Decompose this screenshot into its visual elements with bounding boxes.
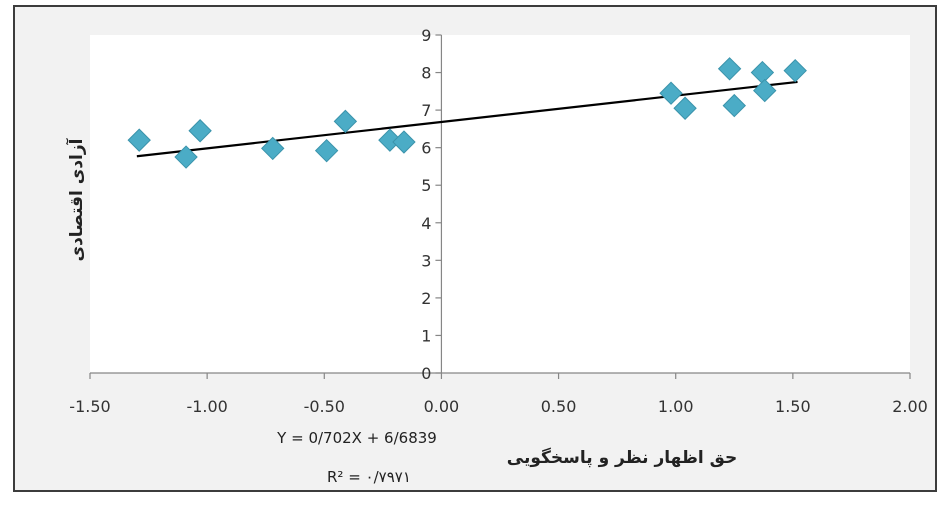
x-axis-title: حق اظهار نظر و پاسخگویی [507, 447, 737, 468]
x-tick-labels: -1.50 -1.00 -0.50 0.00 0.50 1.00 1.50 2.00 [69, 397, 928, 416]
x-tick-label: -0.50 [304, 397, 345, 416]
trendline-group [136, 80, 798, 158]
r-squared-label: R² = ۰/۷۹۷۱ [327, 468, 411, 486]
y-tick-label: 9 [421, 26, 431, 45]
x-tick-label: 2.00 [892, 397, 928, 416]
y-tick-label: 6 [421, 139, 431, 158]
data-point [392, 130, 416, 154]
y-tick-labels: 0 1 2 3 4 5 6 7 8 9 [421, 26, 431, 383]
y-tick-label: 0 [421, 364, 431, 383]
x-tick-label: 0.00 [424, 397, 460, 416]
data-point [314, 138, 339, 163]
x-tick-label: 1.50 [775, 397, 811, 416]
x-tick-label: 1.00 [658, 397, 694, 416]
y-tick-label: 3 [421, 251, 431, 270]
y-tick-label: 1 [421, 326, 431, 345]
y-tick-label: 4 [421, 214, 431, 233]
data-points [127, 57, 807, 169]
data-point [783, 58, 807, 83]
data-point [261, 136, 285, 161]
y-tick-label: 7 [421, 101, 431, 120]
axes [89, 34, 911, 379]
data-point [717, 57, 742, 81]
r-squared-prefix: R² = [327, 468, 366, 486]
data-point [188, 119, 212, 143]
trendline [136, 80, 798, 158]
data-point [378, 128, 402, 152]
trendline-equation: Y = 0/702X + 6/6839 [276, 429, 437, 447]
data-point [333, 109, 358, 134]
data-point [753, 78, 777, 103]
x-tick-label: -1.50 [69, 397, 110, 416]
data-point [174, 145, 198, 169]
x-tick-label: -1.00 [186, 397, 227, 416]
y-tick-label: 8 [421, 64, 431, 83]
r-squared-value: ۰/۷۹۷۱ [366, 468, 411, 486]
y-tick-label: 5 [421, 176, 431, 195]
y-tick-label: 2 [421, 289, 431, 308]
x-tick-label: 0.50 [541, 397, 577, 416]
plot-area [90, 35, 910, 373]
data-point [659, 81, 683, 105]
y-axis-title: آزادی اقتصادی [65, 137, 87, 261]
data-point [722, 93, 746, 118]
data-point [127, 128, 151, 152]
data-point [673, 96, 697, 120]
